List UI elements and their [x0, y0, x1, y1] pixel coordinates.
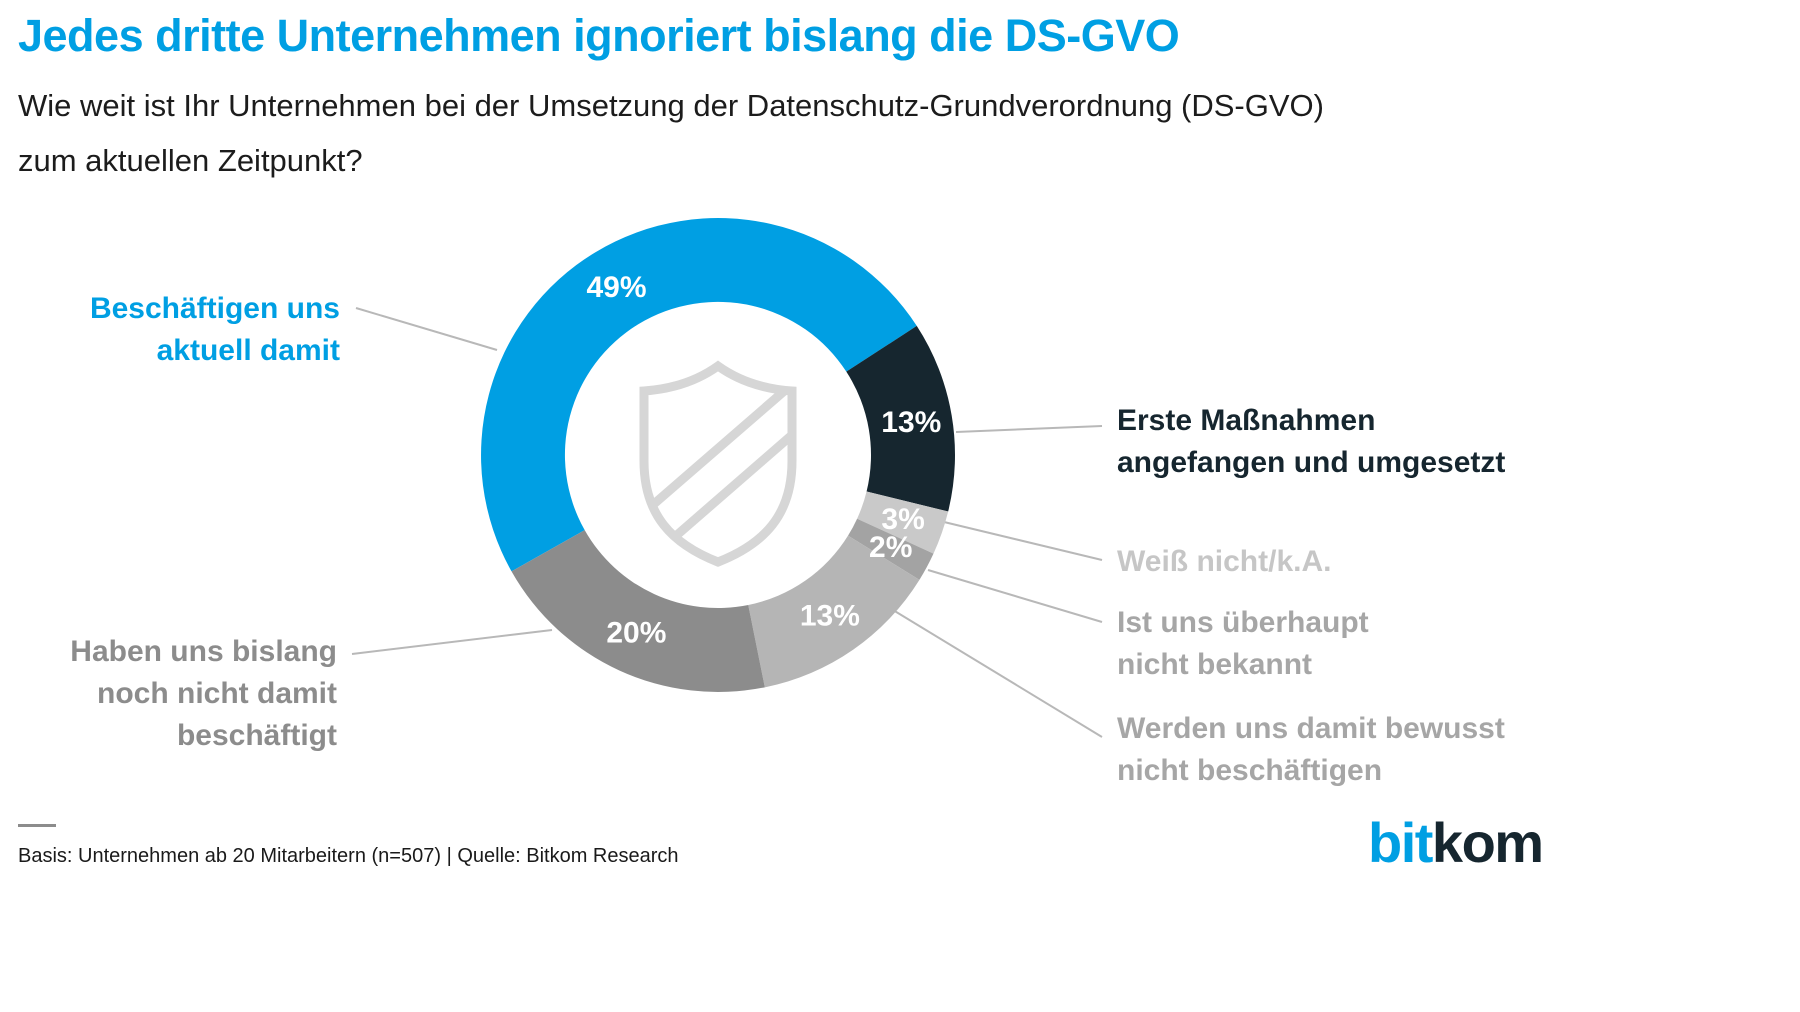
leader-lines	[351, 307, 1103, 738]
leader-line-bewusst-nicht	[892, 609, 1103, 738]
leader-line-nicht-bekannt	[927, 569, 1103, 623]
donut-segments	[481, 218, 955, 692]
segment-value-label-1: 13%	[881, 406, 941, 439]
callout-bewusst-nicht: Werden uns damit bewusst nicht beschäfti…	[1117, 712, 1505, 787]
leader-line-dark	[955, 425, 1103, 433]
logo-part-kom: kom	[1431, 811, 1544, 874]
donut-segment-2	[857, 491, 949, 554]
donut-segment-4	[748, 535, 920, 688]
shield-outline	[639, 360, 797, 567]
donut-segment-0	[481, 218, 917, 572]
leader-line-blue	[355, 307, 498, 351]
segment-value-label-3: 2%	[869, 531, 912, 564]
percent-labels: 49% 13% 3%2% 13% 20%	[586, 271, 941, 650]
chart-question: Wie weit ist Ihr Unternehmen bei der Ums…	[18, 88, 1324, 178]
page-title: Jedes dritte Unternehmen ignoriert bisla…	[18, 10, 1180, 61]
callout-beschaeftigen-aktuell: Beschäftigen uns aktuell damit	[89, 292, 340, 367]
leader-line-nicht-beschaeftigt	[351, 629, 553, 655]
callout-noch-nicht-beschaeftigt: Haben uns bislang noch nicht damit besch…	[70, 635, 337, 752]
segment-value-label-5: 20%	[606, 617, 666, 650]
donut-segment-5	[511, 530, 765, 692]
logo-part-bit: bit	[1368, 811, 1433, 874]
footer-divider	[18, 824, 56, 827]
shield-icon	[639, 360, 797, 567]
segment-value-label-4: 13%	[800, 599, 860, 632]
shield-stripe-band	[644, 382, 792, 552]
donut-segment-1	[846, 325, 955, 512]
segment-value-label-2: 3%	[881, 503, 924, 536]
donut-segment-3	[848, 518, 934, 580]
source-note: Basis: Unternehmen ab 20 Mitarbeitern (n…	[18, 845, 679, 867]
callout-weiss-nicht: Weiß nicht/k.A.	[1117, 545, 1332, 578]
callout-erste-massnahmen: Erste Maßnahmen angefangen und umgesetzt	[1117, 404, 1506, 479]
leader-line-weiss-nicht	[943, 521, 1103, 561]
segment-value-label-0: 49%	[586, 271, 646, 304]
bitkom-logo: bitkom	[1368, 810, 1544, 875]
callout-nicht-bekannt: Ist uns überhaupt nicht bekannt	[1117, 606, 1369, 681]
